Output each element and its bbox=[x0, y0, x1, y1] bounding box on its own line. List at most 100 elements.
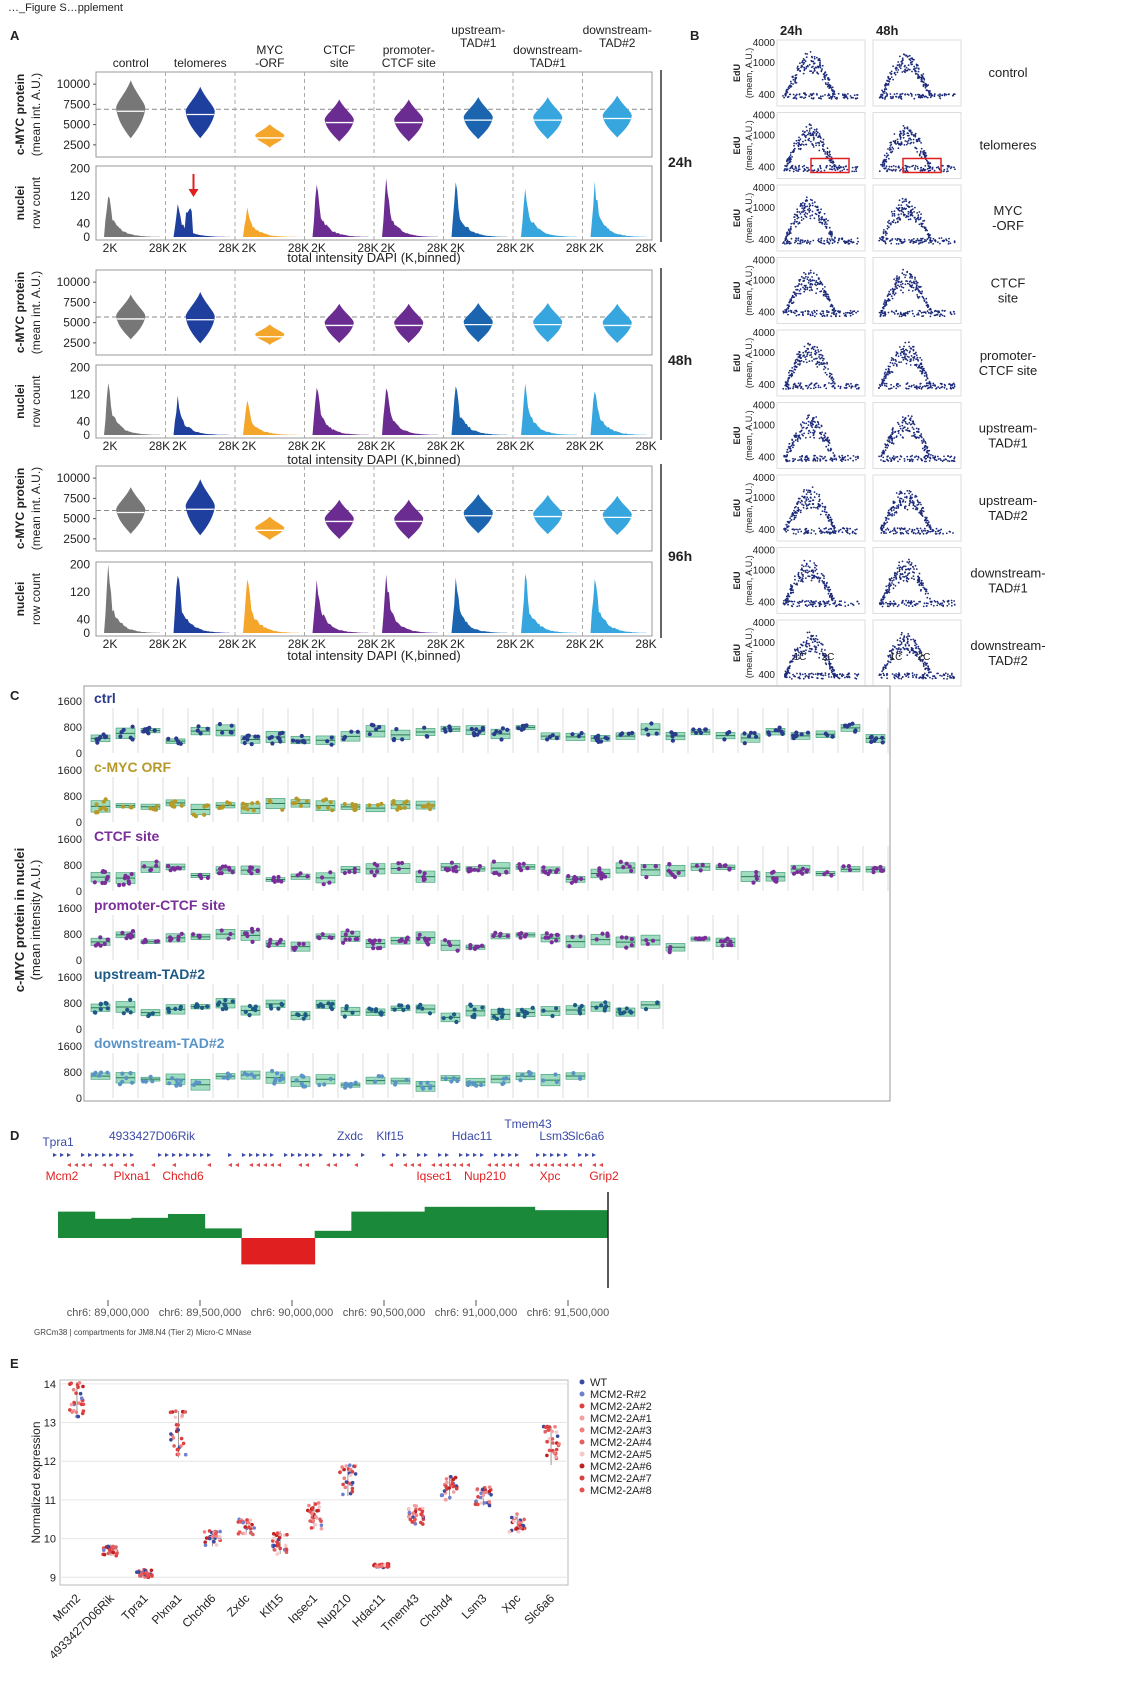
scatter-point bbox=[909, 419, 912, 422]
scatter-point bbox=[815, 313, 818, 315]
scatter-point bbox=[913, 384, 915, 386]
scatter-point bbox=[899, 313, 902, 315]
scatter-point bbox=[810, 506, 813, 509]
scatter-point bbox=[805, 134, 807, 137]
scatter-point bbox=[889, 650, 891, 652]
scatter-point bbox=[807, 167, 809, 169]
scatter-point bbox=[823, 655, 826, 658]
scatter-point bbox=[792, 170, 795, 173]
scatter-point bbox=[812, 60, 814, 63]
scatter-point bbox=[927, 675, 929, 677]
scatter-point bbox=[795, 214, 797, 216]
edu-ylabel: EdU bbox=[732, 427, 742, 445]
scatter-point bbox=[910, 141, 913, 144]
scatter-point bbox=[886, 677, 888, 680]
scatter-point bbox=[785, 169, 788, 172]
scatter-point bbox=[925, 371, 927, 374]
scatter-point bbox=[803, 650, 806, 652]
scatter-point bbox=[903, 492, 906, 495]
scatter-point bbox=[817, 59, 820, 62]
scatter-point bbox=[934, 314, 937, 317]
scatter-point bbox=[950, 459, 953, 462]
scatter-point bbox=[952, 387, 955, 389]
data-point bbox=[477, 729, 482, 734]
scatter-point bbox=[792, 589, 794, 591]
scatter-point bbox=[798, 364, 801, 366]
scatter-point bbox=[948, 93, 950, 96]
scatter-point bbox=[791, 367, 794, 369]
scatter-point bbox=[801, 564, 803, 566]
scatter-point bbox=[908, 345, 911, 348]
scatter-point bbox=[808, 203, 811, 205]
scatter-point bbox=[790, 678, 793, 680]
scatter-point bbox=[855, 528, 858, 531]
violin-shape bbox=[602, 95, 632, 138]
data-point bbox=[299, 733, 304, 739]
scatter-point bbox=[906, 458, 909, 461]
timepoint-label: 96h bbox=[668, 548, 692, 564]
scatter-point bbox=[821, 677, 824, 680]
scatter-point bbox=[792, 440, 795, 443]
histogram-xtick: 2K bbox=[589, 637, 604, 651]
scatter-point bbox=[921, 371, 924, 374]
scatter-point bbox=[885, 301, 887, 304]
scatter-point bbox=[898, 677, 900, 680]
scatter-point bbox=[822, 438, 824, 440]
scatter-point bbox=[831, 168, 834, 171]
scatter-point bbox=[928, 165, 930, 168]
scatter-point bbox=[888, 226, 890, 229]
scatter-point bbox=[926, 454, 929, 457]
scatter-point bbox=[904, 69, 907, 72]
scatter-point bbox=[803, 66, 806, 69]
scatter-point bbox=[905, 204, 908, 206]
scatter-point bbox=[857, 673, 860, 676]
scatter-point bbox=[812, 570, 815, 573]
scatter-point bbox=[925, 379, 927, 381]
scatter-point bbox=[823, 148, 825, 151]
scatter-point bbox=[911, 500, 914, 502]
scatter-point bbox=[815, 568, 818, 571]
scatter-point bbox=[912, 164, 914, 167]
scatter-point bbox=[950, 604, 953, 607]
scatter-point bbox=[899, 130, 902, 133]
scatter-point bbox=[879, 315, 882, 318]
scatter-point bbox=[900, 281, 902, 284]
scatter-point bbox=[825, 225, 828, 228]
histogram-xtick: 2K bbox=[520, 241, 535, 255]
data-point bbox=[118, 734, 123, 739]
scatter-point bbox=[830, 666, 833, 669]
scatter-point bbox=[943, 94, 946, 97]
scatter-point bbox=[818, 282, 820, 285]
scatter-point bbox=[837, 603, 840, 606]
histogram-xtick: 2K bbox=[381, 241, 396, 255]
scatter-point bbox=[810, 424, 813, 427]
scatter-point bbox=[818, 493, 821, 496]
scatter-point bbox=[932, 530, 934, 532]
scatter-point bbox=[896, 64, 899, 67]
scatter-point bbox=[785, 311, 788, 314]
panel-a-letter: A bbox=[10, 28, 20, 43]
scatter-point bbox=[904, 644, 907, 647]
scatter-point bbox=[793, 582, 796, 585]
scatter-point bbox=[788, 595, 791, 598]
scatter-point bbox=[909, 358, 912, 361]
scatter-point bbox=[845, 315, 847, 318]
scatter-point bbox=[880, 677, 883, 679]
scatter-point bbox=[819, 62, 821, 64]
row-label: site bbox=[998, 291, 1018, 306]
scatter-point bbox=[894, 139, 897, 142]
scatter-point bbox=[787, 603, 789, 606]
scatter-point bbox=[815, 426, 818, 429]
scatter-point bbox=[808, 139, 810, 142]
scatter-point bbox=[884, 516, 887, 519]
scatter-point bbox=[805, 649, 807, 651]
scatter-point bbox=[790, 82, 793, 85]
scatter-point bbox=[790, 605, 793, 607]
scatter-point bbox=[819, 167, 822, 170]
scatter-point bbox=[790, 237, 793, 240]
scatter-point bbox=[889, 240, 891, 243]
scatter-point bbox=[822, 674, 825, 677]
scatter-point bbox=[818, 353, 821, 356]
scatter-point bbox=[785, 309, 788, 311]
scatter-point bbox=[933, 93, 936, 95]
